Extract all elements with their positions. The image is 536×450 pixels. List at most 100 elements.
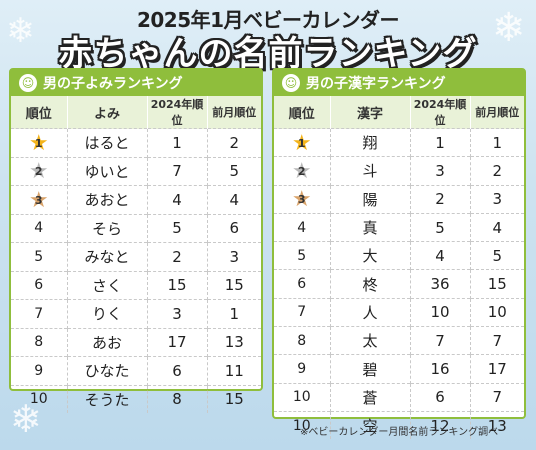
column-header: 前月順位	[470, 96, 524, 129]
column-header: 前月順位	[207, 96, 261, 129]
prev-month-rank-cell: 5	[207, 156, 261, 186]
rank-number: 2	[297, 164, 306, 178]
table-row: 10 そうた 8 15	[11, 384, 261, 413]
page-title: 赤ちゃんの名前ランキング	[58, 34, 478, 74]
rank-cell: 9	[274, 354, 331, 384]
rank-2024-cell: 15	[147, 270, 208, 300]
column-header: 順位	[11, 96, 68, 129]
panel-title: 男の子漢字ランキング	[306, 76, 446, 92]
rank-star-icon: ★ 3	[291, 187, 312, 213]
rank-number: 2	[34, 165, 43, 179]
name-cell: 真	[330, 212, 411, 242]
table-row: 10 蒼 6 7	[274, 382, 524, 412]
ranking-table: 順位 よみ 2024年順位 前月順位 ★ 1 はると 1 2 ★ 2 ゆいと 7 5 ★ 3 あおと 4 4…	[11, 96, 261, 413]
rank-number: 3	[297, 193, 306, 207]
table-row: ★ 1 翔 1 1	[274, 127, 524, 157]
rank-cell: ★ 1	[11, 128, 68, 157]
rank-cell: 9	[11, 356, 68, 385]
prev-month-rank-cell: 4	[470, 212, 524, 242]
column-header: 漢字	[330, 96, 411, 129]
name-cell: あお	[67, 327, 148, 357]
table-row: 6 さく 15 15	[11, 270, 261, 300]
rank-2024-cell: 7	[147, 156, 208, 186]
rank-2024-cell: 3	[147, 299, 208, 328]
rank-star-icon: ★ 1	[291, 130, 312, 156]
prev-month-rank-cell: 1	[207, 299, 261, 328]
table-row: 4 そら 5 6	[11, 213, 261, 243]
name-cell: 斗	[330, 156, 411, 186]
table-row: ★ 2 ゆいと 7 5	[11, 156, 261, 186]
prev-month-rank-cell: 7	[470, 326, 524, 355]
name-cell: はると	[67, 128, 148, 157]
table-row: 7 人 10 10	[274, 297, 524, 327]
rank-cell: 8	[11, 327, 68, 357]
name-cell: ひなた	[67, 356, 148, 385]
rank-cell: 10	[274, 410, 331, 440]
rank-cell: 4	[11, 213, 68, 243]
name-cell: 太	[330, 326, 411, 355]
rank-star-icon: ★ 3	[28, 187, 49, 213]
rank-2024-cell: 4	[410, 241, 471, 270]
name-cell: 碧	[330, 354, 411, 384]
rank-cell: ★ 3	[274, 184, 331, 214]
rank-cell: 7	[274, 297, 331, 327]
column-header: 順位	[274, 96, 331, 129]
rank-cell: ★ 2	[274, 156, 331, 186]
rank-cell: 6	[11, 270, 68, 300]
rank-2024-cell: 16	[410, 354, 471, 384]
column-header: 2024年順位	[410, 96, 471, 129]
name-cell: 翔	[330, 127, 411, 157]
prev-month-rank-cell: 4	[207, 185, 261, 214]
prev-month-rank-cell: 3	[207, 242, 261, 271]
table-row: 9 ひなた 6 11	[11, 356, 261, 385]
name-cell: りく	[67, 299, 148, 328]
rank-cell: 5	[11, 242, 68, 271]
prev-month-rank-cell: 5	[470, 241, 524, 270]
prev-month-rank-cell: 17	[470, 354, 524, 384]
name-cell: 人	[330, 297, 411, 327]
rank-2024-cell: 12	[410, 410, 471, 440]
rank-cell: 4	[274, 212, 331, 242]
table-row: 8 あお 17 13	[11, 327, 261, 357]
snowflake-icon: ❄	[492, 5, 526, 51]
table-row: ★ 3 あおと 4 4	[11, 185, 261, 214]
rank-number: 1	[34, 136, 43, 150]
rank-cell: 6	[274, 269, 331, 299]
name-cell: 大	[330, 241, 411, 270]
prev-month-rank-cell: 15	[207, 384, 261, 413]
kanji-ranking-panel: ☺ 男の子漢字ランキング 順位 漢字 2024年順位 前月順位 ★ 1 翔 1 1 ★ 2 斗…	[272, 68, 526, 440]
rank-2024-cell: 6	[147, 356, 208, 385]
column-header: 2024年順位	[147, 96, 208, 129]
prev-month-rank-cell: 13	[207, 327, 261, 357]
rank-star-icon: ★ 1	[28, 130, 49, 156]
rank-2024-cell: 5	[410, 212, 471, 242]
name-cell: 陽	[330, 184, 411, 214]
rank-number: 3	[34, 193, 43, 207]
name-cell: あおと	[67, 185, 148, 214]
table-row: 9 碧 16 17	[274, 354, 524, 384]
rank-2024-cell: 17	[147, 327, 208, 357]
prev-month-rank-cell: 13	[470, 410, 524, 440]
prev-month-rank-cell: 7	[470, 382, 524, 412]
rank-cell: ★ 3	[11, 185, 68, 214]
name-cell: そら	[67, 213, 148, 243]
reading-ranking-panel: ☺ 男の子よみランキング 順位 よみ 2024年順位 前月順位 ★ 1 はると 1 2 ★…	[9, 68, 263, 413]
rank-2024-cell: 2	[147, 242, 208, 271]
prev-month-rank-cell: 3	[470, 184, 524, 214]
rank-star-icon: ★ 2	[28, 159, 49, 185]
rank-2024-cell: 1	[147, 128, 208, 157]
name-cell: ゆいと	[67, 156, 148, 186]
rank-2024-cell: 8	[147, 384, 208, 413]
table-row: 7 りく 3 1	[11, 299, 261, 328]
prev-month-rank-cell: 2	[207, 128, 261, 157]
panel-title: 男の子よみランキング	[43, 76, 183, 92]
name-cell: 空	[330, 410, 411, 440]
boy-face-icon: ☺	[282, 74, 300, 92]
table-row: ★ 3 陽 2 3	[274, 184, 524, 214]
rank-2024-cell: 2	[410, 184, 471, 214]
table-row: ★ 1 はると 1 2	[11, 128, 261, 157]
table-row: 10 空 12 13	[274, 410, 524, 440]
table-row: 6 柊 36 15	[274, 269, 524, 299]
